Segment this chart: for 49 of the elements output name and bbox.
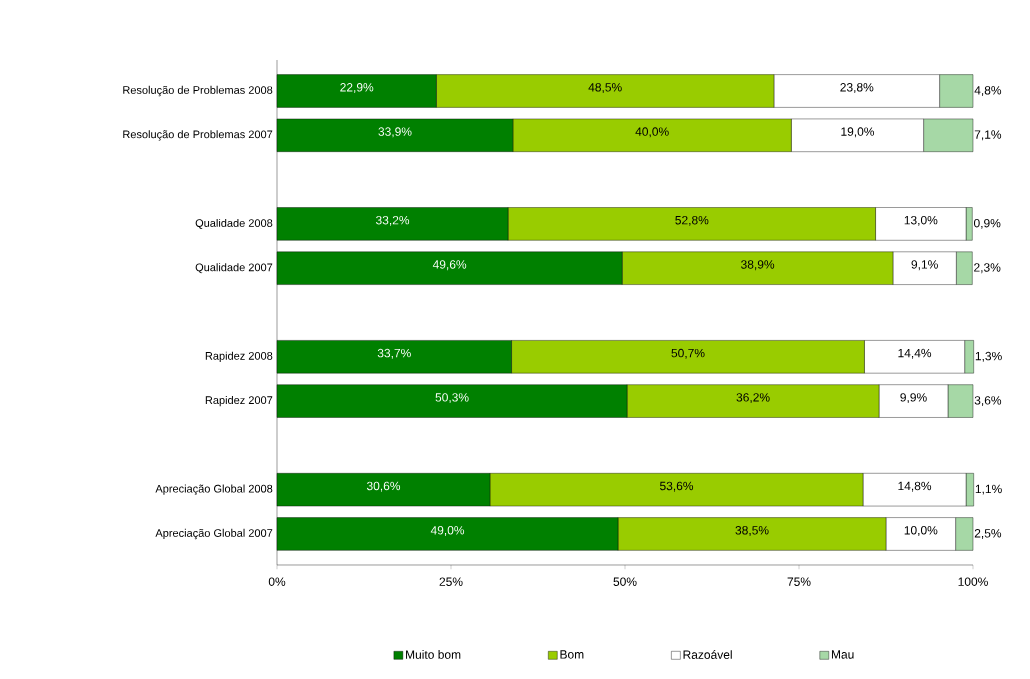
data-label: 1,3%	[975, 351, 1002, 362]
data-label: 4,8%	[974, 86, 1002, 96]
data-label: 36,2%	[736, 393, 770, 404]
data-label: 2,3%	[974, 263, 1001, 274]
data-label: 30,6%	[366, 481, 401, 492]
x-tick-label: 75%	[787, 577, 811, 586]
data-label: 14,4%	[898, 348, 932, 359]
data-label: 48,5%	[588, 83, 622, 93]
data-label: 49,6%	[432, 260, 467, 271]
data-label: 9,1%	[911, 260, 938, 271]
data-label: 19,0%	[841, 127, 875, 138]
y-tick-label: Apreciação Global 2008	[155, 484, 273, 495]
data-label: 10,0%	[904, 526, 938, 536]
y-tick-label: Rapidez 2008	[205, 351, 273, 362]
legend-label: Razoável	[683, 650, 732, 659]
data-label: 40,0%	[635, 127, 669, 138]
x-tick-label: 25%	[439, 577, 463, 586]
legend-label: Bom	[560, 650, 584, 659]
data-label: 53,6%	[659, 481, 694, 492]
data-label: 49,0%	[430, 526, 465, 536]
data-label: 9,9%	[900, 393, 927, 404]
data-label: 33,9%	[378, 127, 412, 138]
x-tick-label: 0%	[268, 577, 286, 586]
y-tick-label: Resolução de Problemas 2007	[123, 130, 273, 141]
y-tick-label: Apreciação Global 2007	[155, 528, 273, 540]
data-label: 13,0%	[904, 215, 938, 226]
data-label: 50,7%	[671, 348, 705, 359]
data-label: 2,5%	[974, 529, 1002, 539]
data-label: 3,6%	[974, 396, 1002, 407]
y-tick-label: Rapidez 2007	[205, 395, 273, 407]
data-label: 33,2%	[375, 215, 410, 226]
data-label: 50,3%	[435, 393, 469, 404]
y-tick-label: Qualidade 2008	[195, 218, 273, 229]
legend-label: Mau	[831, 650, 854, 659]
data-label: 0,9%	[973, 218, 1001, 229]
data-label: 33,7%	[377, 348, 411, 359]
x-tick-label: 100%	[958, 577, 988, 586]
legend-label: Muito bom	[406, 650, 461, 659]
data-label: 7,1%	[974, 130, 1002, 141]
data-label: 22,9%	[340, 83, 374, 93]
data-label: 52,8%	[675, 215, 709, 226]
data-label: 23,8%	[840, 83, 874, 93]
data-label: 1,1%	[975, 484, 1002, 495]
x-tick-label: 50%	[613, 577, 637, 586]
y-tick-label: Resolução de Problemas 2008	[123, 85, 273, 97]
data-label: 38,9%	[741, 260, 775, 271]
data-label: 14,8%	[898, 481, 932, 492]
y-tick-label: Qualidade 2007	[195, 263, 273, 274]
data-label: 38,5%	[735, 526, 769, 536]
